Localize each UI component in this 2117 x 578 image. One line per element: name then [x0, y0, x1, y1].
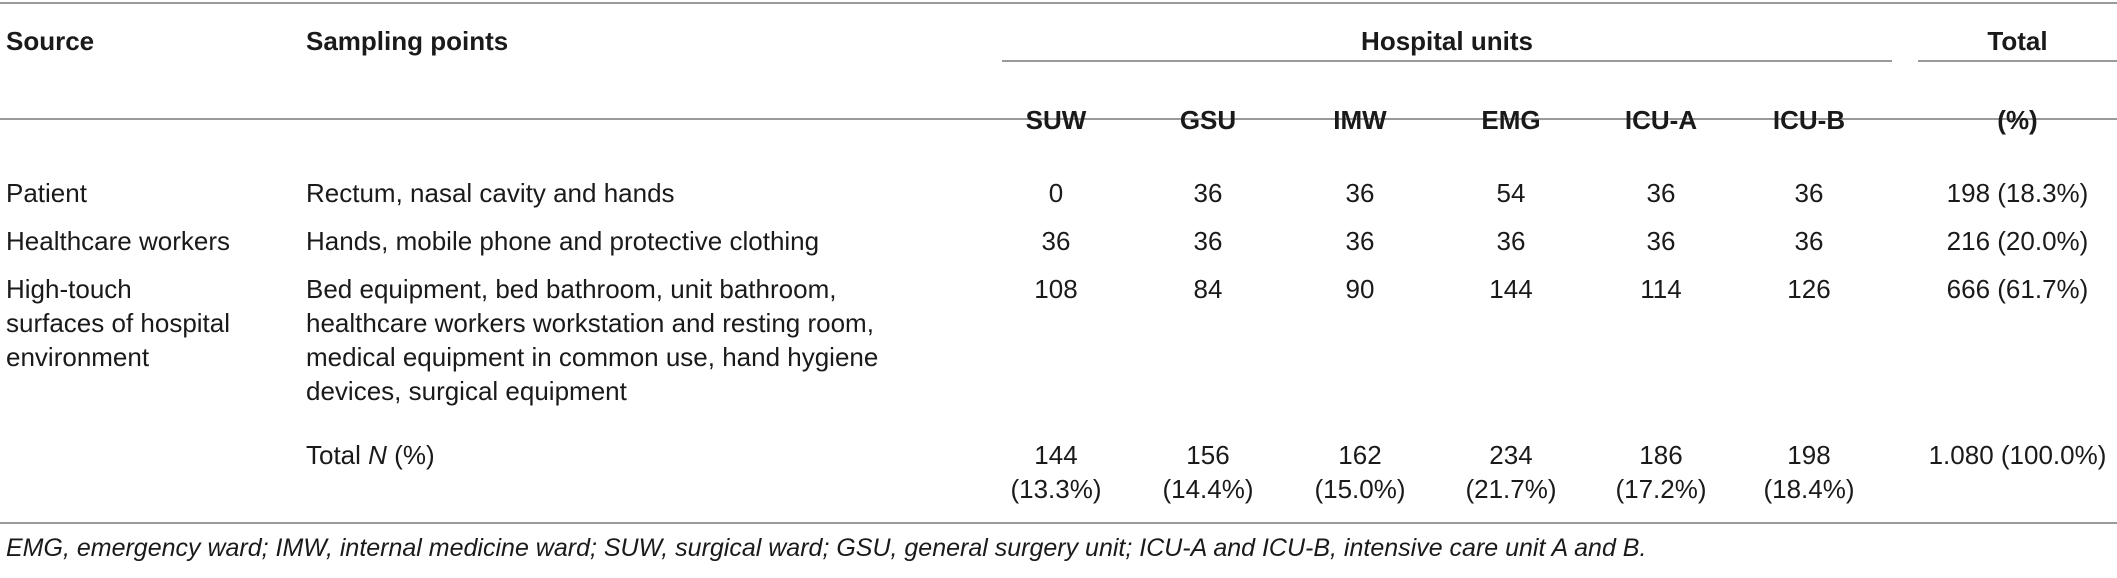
row-patient-source: Patient — [6, 178, 87, 208]
total-icu-b-n: 198 — [1787, 440, 1831, 470]
row-patient-suw: 0 — [1048, 178, 1064, 208]
row-surfaces-source-line-1: High-touch — [6, 274, 132, 304]
row-hcw-imw: 36 — [1345, 226, 1375, 256]
row-surfaces-icu-b: 126 — [1787, 274, 1831, 304]
header-unit-imw: IMW — [1333, 105, 1387, 135]
row-surfaces-imw: 90 — [1345, 274, 1375, 304]
total-icu-a-pct: (17.2%) — [1615, 474, 1707, 504]
total-imw-pct: (15.0%) — [1314, 474, 1406, 504]
header-unit-emg: EMG — [1481, 105, 1541, 135]
header-unit-suw: SUW — [1025, 105, 1087, 135]
row-surfaces-source-line-3: environment — [6, 342, 150, 372]
header-total: Total — [1987, 26, 2048, 56]
total-header-rule — [1918, 60, 2117, 62]
header-unit-icu-a: ICU-A — [1624, 105, 1698, 135]
row-surfaces-sampling-line-2: healthcare workers workstation and resti… — [306, 308, 874, 338]
row-patient-icu-b: 36 — [1794, 178, 1824, 208]
total-row-label: Total N (%) — [306, 438, 435, 472]
header-total-unit: (%) — [1997, 105, 2038, 135]
total-emg-n: 234 — [1489, 440, 1533, 470]
total-suw-n: 144 — [1034, 440, 1078, 470]
header-sampling-points: Sampling points — [306, 26, 509, 56]
hospital-units-rule — [1002, 60, 1892, 62]
header-hospital-units: Hospital units — [1361, 26, 1533, 56]
row-surfaces-sampling-line-4: devices, surgical equipment — [306, 376, 627, 406]
row-surfaces-emg: 144 — [1489, 274, 1533, 304]
row-patient-sampling: Rectum, nasal cavity and hands — [306, 178, 675, 208]
header-bottom-rule — [0, 118, 2117, 120]
total-row-label-n: N — [368, 440, 387, 470]
row-patient-gsu: 36 — [1193, 178, 1223, 208]
total-suw-pct: (13.3%) — [1010, 474, 1102, 504]
row-surfaces-sampling-line-3: medical equipment in common use, hand hy… — [306, 342, 879, 372]
header-source: Source — [6, 26, 95, 56]
header-unit-gsu: GSU — [1179, 105, 1237, 135]
row-hcw-gsu: 36 — [1193, 226, 1223, 256]
row-surfaces-sampling-line-1: Bed equipment, bed bathroom, unit bathro… — [306, 274, 837, 304]
row-hcw-icu-b: 36 — [1794, 226, 1824, 256]
total-icu-b-pct: (18.4%) — [1763, 474, 1855, 504]
table-footnote: EMG, emergency ward; IMW, internal medic… — [6, 534, 1647, 562]
row-patient-emg: 54 — [1496, 178, 1526, 208]
row-hcw-icu-a: 36 — [1646, 226, 1676, 256]
row-hcw-suw: 36 — [1041, 226, 1071, 256]
total-imw-n: 162 — [1338, 440, 1382, 470]
total-gsu-pct: (14.4%) — [1162, 474, 1254, 504]
bottom-rule — [0, 522, 2117, 524]
top-rule — [0, 2, 2117, 4]
row-patient-icu-a: 36 — [1646, 178, 1676, 208]
total-grand: 1.080 (100.0%) — [1928, 440, 2107, 470]
row-hcw-sampling: Hands, mobile phone and protective cloth… — [306, 226, 820, 256]
row-surfaces-source-line-2: surfaces of hospital — [6, 308, 231, 338]
total-gsu-n: 156 — [1186, 440, 1230, 470]
header-unit-icu-b: ICU-B — [1772, 105, 1846, 135]
total-row-label-prefix: Total — [306, 440, 369, 470]
total-icu-a-n: 186 — [1639, 440, 1683, 470]
row-surfaces-gsu: 84 — [1193, 274, 1223, 304]
row-surfaces-suw: 108 — [1034, 274, 1078, 304]
row-hcw-source: Healthcare workers — [6, 226, 230, 256]
row-patient-total: 198 (18.3%) — [1946, 178, 2089, 208]
row-patient-imw: 36 — [1345, 178, 1375, 208]
row-hcw-emg: 36 — [1496, 226, 1526, 256]
row-hcw-total: 216 (20.0%) — [1946, 226, 2089, 256]
total-row-label-suffix: (%) — [386, 440, 435, 470]
total-emg-pct: (21.7%) — [1465, 474, 1557, 504]
row-surfaces-total: 666 (61.7%) — [1946, 274, 2089, 304]
row-surfaces-icu-a: 114 — [1640, 274, 1682, 304]
